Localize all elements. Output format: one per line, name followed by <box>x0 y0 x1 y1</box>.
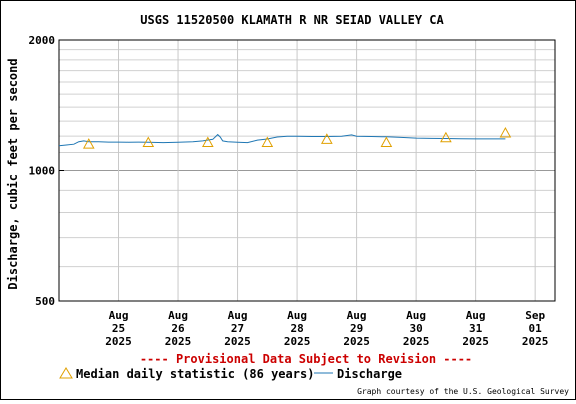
x-tick-label: 26 <box>171 322 185 335</box>
x-tick-label: 31 <box>469 322 483 335</box>
y-axis-label: Discharge, cubic feet per second <box>6 58 20 289</box>
series-layer <box>58 127 512 149</box>
legend-discharge-label: Discharge <box>337 367 402 381</box>
x-tick-label: 2025 <box>343 335 370 348</box>
x-tick-label: Aug <box>228 309 248 322</box>
y-axis-ticks: 500 1000 2000 <box>29 34 64 308</box>
x-tick-label: Sep <box>525 309 545 322</box>
x-tick-label: Aug <box>347 309 367 322</box>
median-triangle-point <box>201 136 214 148</box>
x-tick-label: Aug <box>406 309 426 322</box>
x-axis-ticks: Aug252025Aug262025Aug272025Aug282025Aug2… <box>105 309 548 348</box>
x-tick-label: Aug <box>287 309 307 322</box>
x-tick-label: 2025 <box>522 335 549 348</box>
y-tick-label: 500 <box>35 295 55 308</box>
graph-credit: Graph courtesy of the U.S. Geological Su… <box>357 387 569 396</box>
x-tick-label: Aug <box>168 309 188 322</box>
x-tick-label: Aug <box>109 309 129 322</box>
x-tick-label: 29 <box>350 322 363 335</box>
x-tick-label: 28 <box>290 322 303 335</box>
median-triangle-point <box>82 138 95 149</box>
x-tick-label: 2025 <box>105 335 132 348</box>
median-triangle-point <box>380 136 393 148</box>
median-triangle-point <box>499 127 512 138</box>
median-triangle-point <box>320 133 333 144</box>
x-tick-label: 2025 <box>224 335 251 348</box>
median-triangle-point <box>440 131 452 143</box>
y-tick-label: 2000 <box>29 34 56 47</box>
x-tick-label: 27 <box>231 322 244 335</box>
x-tick-label: Aug <box>466 309 486 322</box>
median-triangle-point <box>142 136 155 148</box>
discharge-line <box>58 133 506 147</box>
grid <box>59 40 555 301</box>
y-tick-label: 1000 <box>29 165 56 178</box>
median-triangle-point <box>261 136 274 148</box>
x-tick-label: 2025 <box>284 335 311 348</box>
chart-title: USGS 11520500 KLAMATH R NR SEIAD VALLEY … <box>140 13 444 27</box>
legend-median-triangle-icon <box>59 367 73 379</box>
x-tick-label: 30 <box>409 322 422 335</box>
x-tick-label: 2025 <box>165 335 192 348</box>
provisional-data-notice: ---- Provisional Data Subject to Revisio… <box>140 352 472 366</box>
x-tick-label: 2025 <box>462 335 489 348</box>
x-tick-label: 25 <box>112 322 125 335</box>
x-tick-label: 2025 <box>403 335 430 348</box>
legend-median-label: Median daily statistic (86 years) <box>76 367 314 381</box>
x-tick-label: 01 <box>529 322 543 335</box>
legend: Median daily statistic (86 years) Discha… <box>59 367 402 381</box>
